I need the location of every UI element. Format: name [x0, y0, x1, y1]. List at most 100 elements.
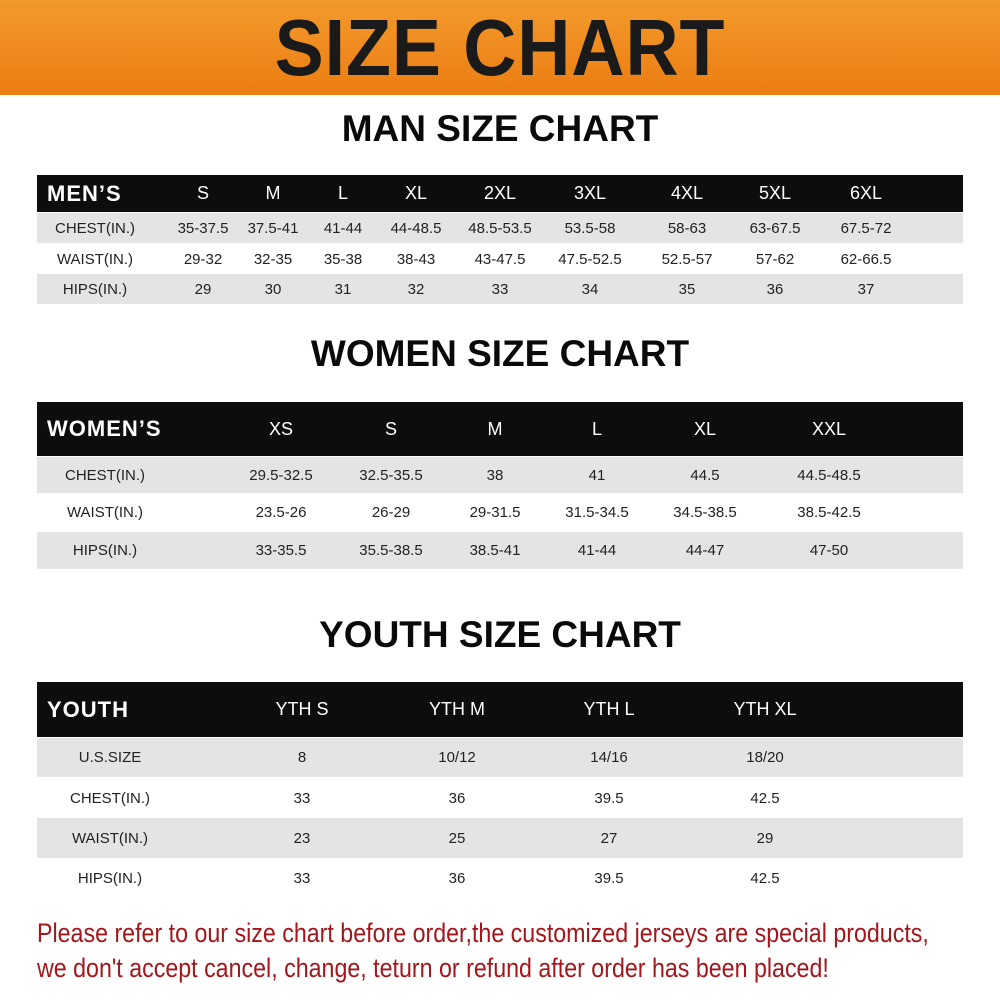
women-header-label: WOMEN’S — [47, 416, 162, 441]
size-header: 6XL — [849, 183, 883, 203]
measurement-value: 18/20 — [746, 749, 784, 766]
measurement-value: 57-62 — [755, 250, 795, 268]
measurement-value: 39.5 — [594, 869, 624, 887]
size-header: L — [591, 418, 603, 439]
measurement-value: 37.5-41 — [247, 219, 299, 237]
table-row: HIPS(IN.) 33 36 39.5 42.5 — [37, 858, 963, 898]
measurement-value: 33 — [293, 869, 311, 887]
notice-line-2: we don't accept cancel, change, teturn o… — [37, 953, 829, 983]
size-header: 3XL — [573, 183, 607, 203]
size-header: YTH L — [583, 699, 635, 719]
size-header: L — [337, 183, 349, 203]
measurement-value: 23.5-26 — [255, 503, 307, 521]
measurement-value: 48.5-53.5 — [468, 219, 532, 237]
measurement-value: 38.5-41 — [469, 542, 521, 559]
measurement-value: 33 — [293, 789, 311, 807]
measurement-value: 39.5 — [594, 789, 624, 807]
table-row: WAIST(IN.) 23.5-26 26-29 29-31.5 31.5-34.5 34… — [37, 493, 963, 531]
measurement-label: CHEST(IN.) — [55, 219, 135, 237]
measurement-value: 42.5 — [750, 789, 780, 807]
measurement-value: 35-38 — [323, 250, 363, 268]
table-row: CHEST(IN.) 33 36 39.5 42.5 — [37, 778, 963, 818]
measurement-value: 38.5-42.5 — [797, 503, 861, 521]
measurement-value: 36 — [448, 869, 466, 887]
table-row: WAIST(IN.) 23 25 27 29 — [37, 818, 963, 858]
measurement-value: 43-47.5 — [474, 250, 526, 268]
table-row: U.S.SIZE 8 10/12 14/16 18/20 — [37, 738, 963, 777]
youth-header-label: YOUTH — [47, 696, 129, 722]
size-header: M — [265, 183, 281, 203]
measurement-label: CHEST(IN.) — [65, 466, 145, 484]
measurement-label: CHEST(IN.) — [70, 789, 150, 807]
measurement-value: 38 — [486, 466, 504, 484]
measurement-label: WAIST(IN.) — [56, 250, 134, 268]
measurement-value: 44.5 — [690, 466, 720, 484]
measurement-value: 14/16 — [590, 749, 628, 766]
measurement-value: 52.5-57 — [661, 250, 713, 268]
measurement-value: 41-44 — [323, 219, 363, 237]
women-header-row: WOMEN’S XS S M L XL XXL — [37, 402, 963, 456]
measurement-value: 29-32 — [183, 250, 223, 268]
youth-header-row: YOUTH YTH S YTH M YTH L YTH XL — [37, 682, 963, 737]
size-header: 5XL — [758, 183, 792, 203]
measurement-label: HIPS(IN.) — [77, 869, 143, 887]
measurement-value: 10/12 — [438, 749, 476, 766]
size-header: XXL — [811, 418, 847, 439]
measurement-value: 44-47 — [685, 542, 725, 559]
measurement-value: 31.5-34.5 — [565, 503, 629, 521]
measurement-label: HIPS(IN.) — [72, 542, 138, 559]
measurement-value: 44.5-48.5 — [797, 466, 861, 484]
measurement-value: 38-43 — [396, 250, 436, 268]
measurement-value: 33-35.5 — [255, 542, 307, 559]
size-header: YTH S — [275, 699, 329, 719]
measurement-value: 35 — [678, 280, 696, 298]
youth-section-title: YOUTH SIZE CHART — [319, 614, 681, 655]
measurement-label: U.S.SIZE — [78, 749, 142, 766]
measurement-value: 31 — [334, 280, 352, 298]
measurement-value: 34.5-38.5 — [673, 503, 737, 521]
measurement-value: 36 — [766, 280, 784, 298]
measurement-value: 47.5-52.5 — [558, 250, 622, 268]
size-header: 2XL — [483, 183, 517, 203]
men-header-label: MEN’S — [47, 180, 122, 206]
table-row: CHEST(IN.) 29.5-32.5 32.5-35.5 38 41 44.5 44.5… — [37, 457, 963, 493]
measurement-label: HIPS(IN.) — [62, 280, 128, 298]
table-row: WAIST(IN.) 29-32 32-35 35-38 38-43 43-47.5 47.… — [37, 244, 963, 274]
table-row: CHEST(IN.) 35-37.5 37.5-41 41-44 44-48.5 48.5… — [37, 213, 963, 243]
measurement-value: 41-44 — [577, 542, 617, 559]
measurement-value: 67.5-72 — [840, 219, 892, 237]
measurement-value: 63-67.5 — [749, 219, 801, 237]
size-header: XL — [693, 418, 717, 439]
men-header-row: MEN’S S M L XL 2XL 3XL 4XL 5XL 6XL — [37, 175, 963, 212]
measurement-value: 33 — [491, 280, 509, 298]
measurement-value: 8 — [297, 749, 307, 766]
measurement-value: 25 — [448, 829, 466, 847]
page-title: SIZE CHART — [274, 3, 726, 92]
measurement-value: 29-31.5 — [469, 503, 521, 521]
notice-line-1: Please refer to our size chart before or… — [37, 918, 929, 948]
size-header: S — [196, 183, 210, 203]
measurement-label: WAIST(IN.) — [71, 829, 149, 847]
measurement-value: 30 — [264, 280, 282, 298]
size-header: YTH XL — [733, 699, 797, 719]
measurement-value: 47-50 — [809, 542, 849, 559]
measurement-value: 29.5-32.5 — [249, 466, 313, 484]
measurement-value: 62-66.5 — [840, 250, 892, 268]
size-header: YTH M — [429, 699, 485, 719]
measurement-value: 37 — [857, 280, 875, 298]
measurement-value: 23 — [293, 829, 311, 847]
men-section-title: MAN SIZE CHART — [341, 108, 659, 149]
measurement-value: 41 — [588, 466, 606, 484]
table-row: HIPS(IN.) 33-35.5 35.5-38.5 38.5-41 41-44 44-… — [37, 532, 963, 569]
measurement-value: 26-29 — [371, 503, 411, 521]
measurement-value: 32-35 — [253, 250, 293, 268]
measurement-value: 58-63 — [667, 219, 707, 237]
size-header: S — [384, 418, 398, 439]
measurement-value: 32.5-35.5 — [359, 466, 423, 484]
measurement-value: 29 — [756, 829, 774, 847]
table-row: HIPS(IN.) 29 30 31 32 33 34 35 36 37 — [37, 274, 963, 304]
measurement-value: 32 — [407, 280, 425, 298]
measurement-value: 44-48.5 — [390, 219, 442, 237]
size-header: M — [487, 418, 503, 439]
measurement-label: WAIST(IN.) — [66, 503, 144, 521]
